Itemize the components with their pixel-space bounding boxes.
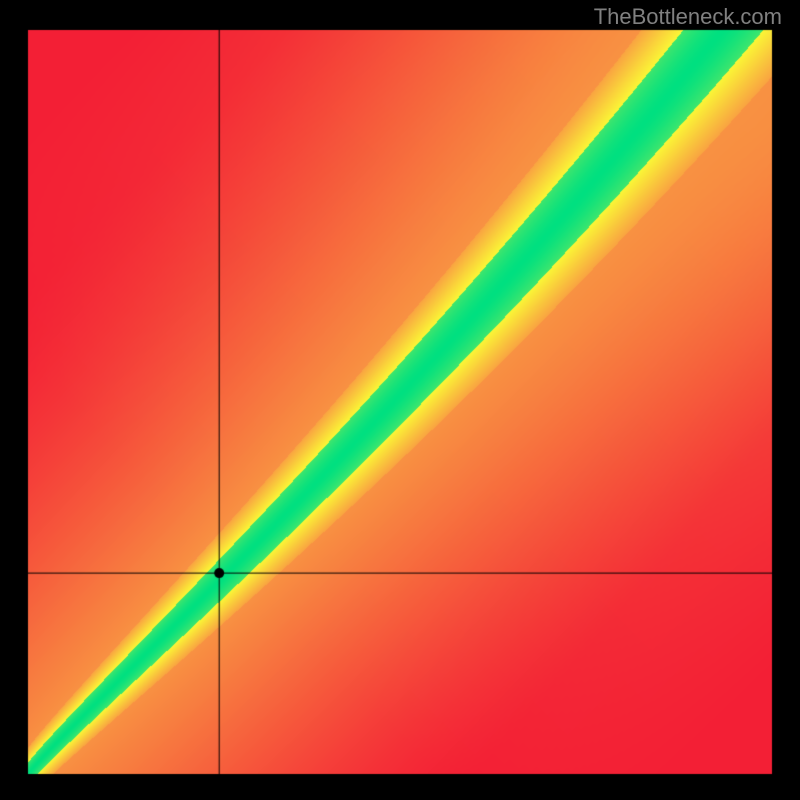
watermark-text: TheBottleneck.com — [594, 4, 782, 30]
bottleneck-heatmap — [0, 0, 800, 800]
chart-container: { "watermark": "TheBottleneck.com", "cha… — [0, 0, 800, 800]
